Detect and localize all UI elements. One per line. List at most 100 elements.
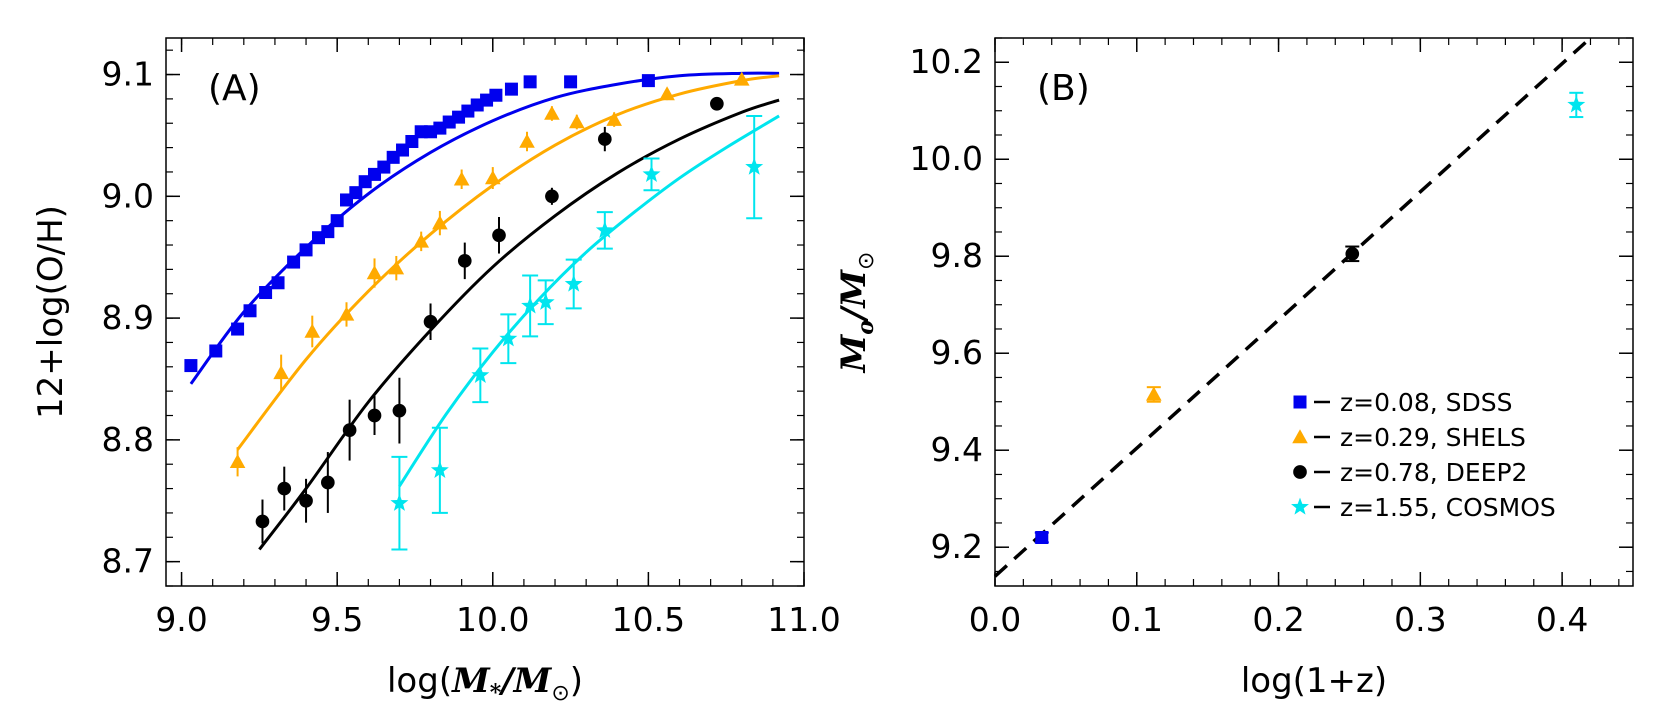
point-star: [1567, 95, 1586, 113]
point-square: [271, 276, 285, 290]
point-circle: [255, 514, 270, 529]
point-triangle: [366, 265, 383, 280]
legend-label: z=1.55, COSMOS: [1340, 493, 1556, 522]
point-triangle: [229, 453, 246, 469]
point-triangle: [1145, 386, 1162, 401]
dashed-fit-line: [993, 36, 1592, 578]
panel-a-xtick-label: 9.0: [155, 600, 207, 639]
point-star: [471, 365, 490, 383]
panel-a-ytick-label: 9.1: [102, 55, 154, 94]
point-square: [564, 75, 578, 89]
point-circle: [367, 408, 382, 423]
panel-a-ylabel: 12+log(O/H): [31, 205, 71, 419]
point-square: [489, 88, 503, 102]
point-star: [390, 493, 409, 511]
point-triangle: [659, 86, 675, 101]
panel-a-xtick-label: 11.0: [767, 600, 840, 639]
point-star: [642, 164, 661, 183]
panel-b-label: (B): [1037, 68, 1090, 109]
panel-b-xtick-label: 0.1: [1111, 600, 1163, 639]
panel-b: 0.0 0.1 0.2 0.3 0.4 9.2 9.4 9.6 9.8 10.0 10.2 z=0.…: [834, 36, 1634, 701]
fit-line-triangle: [236, 74, 780, 451]
panel-a-points: [184, 71, 764, 529]
point-circle: [710, 96, 724, 111]
point-triangle: [273, 365, 289, 380]
panel-a-xtick-label: 10.5: [612, 600, 685, 639]
panel-a-ytick-label: 8.8: [102, 420, 154, 459]
point-circle: [277, 481, 292, 496]
legend-marker-circle: [1293, 465, 1307, 479]
panel-b-ytick-label: 9.2: [931, 527, 983, 566]
point-square: [259, 286, 273, 300]
panel-a-xtick-label: 9.5: [311, 600, 363, 639]
panel-a-ytick-label: 8.7: [102, 542, 154, 581]
legend-label: z=0.29, SHELS: [1340, 423, 1526, 452]
panel-b-ytick-label: 9.4: [931, 430, 983, 469]
panel-b-ytick-label: 10.2: [910, 42, 983, 81]
panel-b-ylabel: Mo/M⊙: [834, 252, 879, 374]
panel-a-error-bars: [236, 74, 763, 551]
point-circle: [457, 254, 472, 268]
panel-b-xtick-label: 0.2: [1252, 600, 1304, 639]
point-square: [299, 243, 313, 257]
fit-line-square: [189, 71, 780, 385]
panel-b-xtick-label: 0.3: [1394, 600, 1446, 639]
point-star: [745, 157, 764, 175]
point-circle: [392, 403, 407, 418]
point-square: [184, 359, 198, 373]
panel-a-ytick-label: 9.0: [102, 176, 154, 215]
panel-b-fit-line: [993, 36, 1592, 578]
point-circle: [1345, 246, 1360, 261]
point-square: [243, 304, 257, 318]
point-square: [1035, 531, 1049, 545]
legend-label: z=0.08, SDSS: [1340, 388, 1513, 417]
point-triangle: [484, 170, 501, 185]
point-circle: [597, 132, 612, 146]
panel-b-frame: [994, 37, 1634, 587]
point-circle: [321, 475, 335, 490]
panel-b-ytick-label: 9.6: [931, 333, 983, 372]
point-triangle: [338, 306, 355, 321]
panel-b-xtick-label: 0.0: [969, 600, 1021, 639]
point-square: [523, 75, 537, 89]
panel-a-ticks: 9.0 9.5 10.0 10.5 11.0 8.7 8.8 8.9 9.0 9.1: [102, 38, 841, 639]
point-star: [499, 329, 518, 347]
point-circle: [423, 314, 438, 329]
point-triangle: [432, 215, 448, 230]
legend-marker-square: [1293, 395, 1307, 409]
legend-label: z=0.78, DEEP2: [1340, 458, 1527, 487]
point-triangle: [304, 323, 321, 338]
point-square: [349, 186, 363, 200]
panel-a-xtick-label: 10.0: [456, 600, 529, 639]
point-star: [564, 274, 583, 292]
panel-a-ytick-label: 8.9: [102, 298, 154, 337]
point-triangle: [388, 260, 405, 275]
point-triangle: [569, 114, 585, 129]
panel-a-xlabel: log(M*/M⊙): [387, 661, 583, 706]
panel-a-frame: [165, 37, 805, 587]
point-star: [521, 296, 540, 314]
fit-line-circle: [258, 98, 780, 551]
point-triangle: [733, 71, 750, 86]
point-star: [430, 460, 449, 478]
panel-b-xlabel: log(1+z): [1241, 661, 1387, 701]
panel-b-ytick-label: 9.8: [931, 236, 983, 275]
point-triangle: [519, 133, 535, 148]
panel-a: 9.0 9.5 10.0 10.5 11.0 8.7 8.8 8.9 9.0 9.1 (A) lo…: [31, 37, 841, 706]
point-circle: [342, 423, 357, 437]
point-square: [321, 225, 335, 239]
point-square: [641, 74, 655, 88]
point-triangle: [413, 233, 429, 248]
point-circle: [299, 493, 313, 508]
point-square: [231, 322, 245, 336]
panel-b-ticks: 0.0 0.1 0.2 0.3 0.4 9.2 9.4 9.6 9.8 10.0 10.2: [910, 37, 1633, 639]
point-triangle: [544, 105, 560, 120]
point-square: [209, 344, 223, 358]
panel-a-label: (A): [208, 68, 261, 109]
panel-b-ytick-label: 10.0: [910, 139, 983, 178]
point-star: [536, 292, 555, 310]
point-circle: [545, 189, 559, 204]
point-circle: [492, 228, 506, 243]
point-square: [330, 214, 344, 228]
